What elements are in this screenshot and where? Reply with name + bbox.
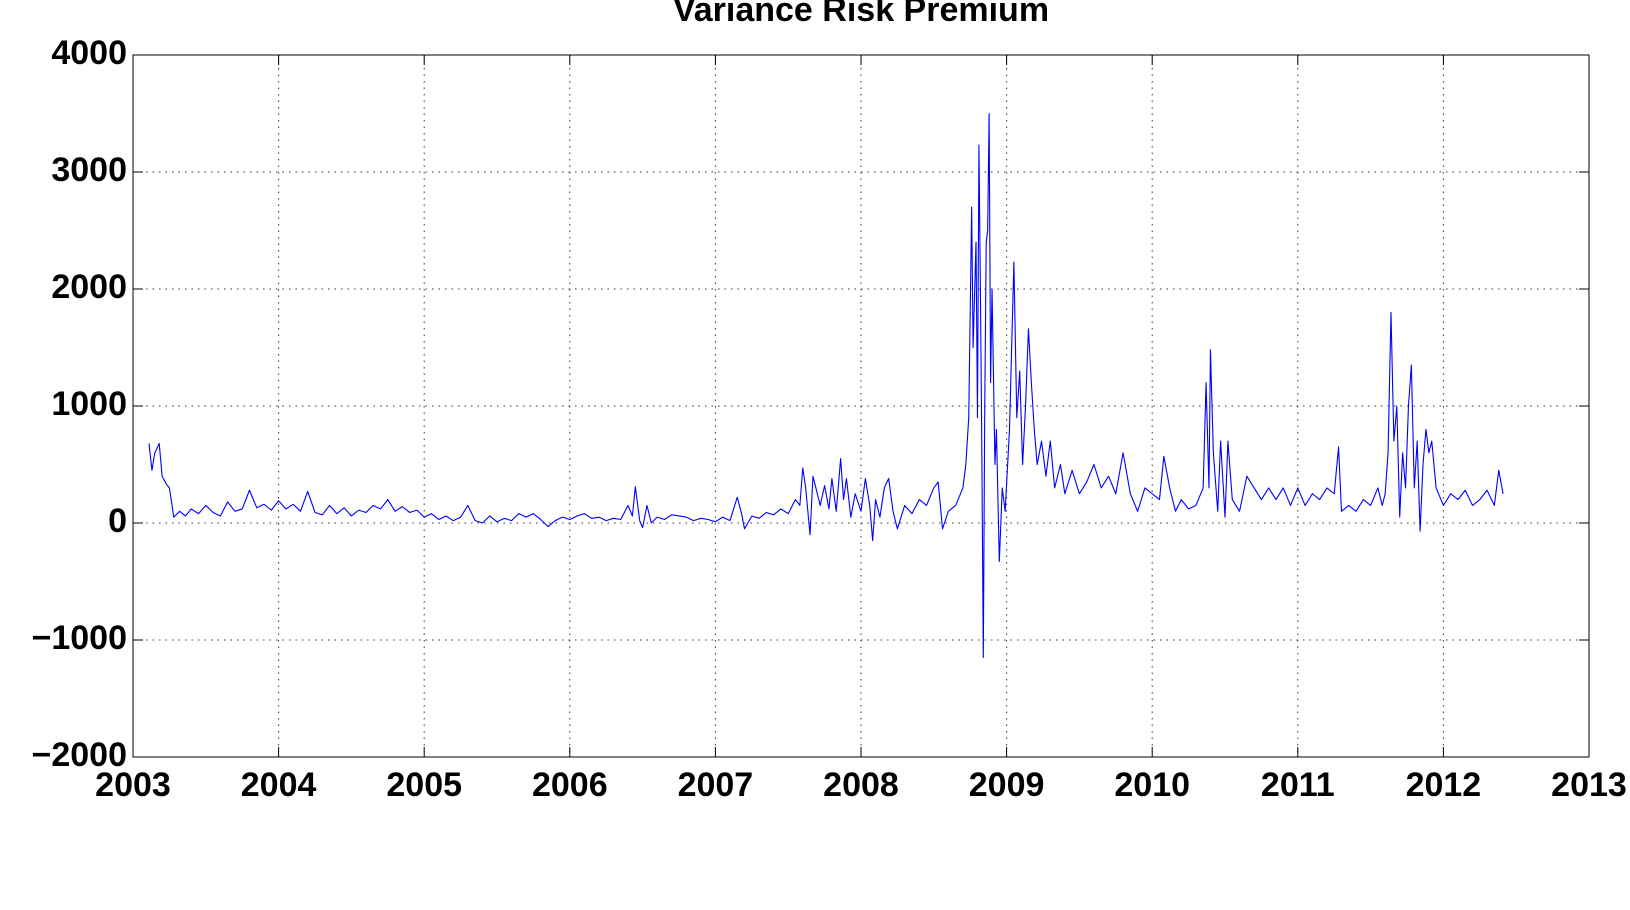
y-tick-label: 1000: [51, 385, 127, 423]
x-tick-label: 2006: [532, 766, 608, 804]
y-tick-label: −1000: [32, 619, 128, 657]
y-tick-label: 0: [108, 502, 127, 540]
x-tick-label: 2004: [241, 766, 317, 804]
plot-frame: [132, 54, 1590, 758]
chart-title: Variance Risk Premium: [673, 0, 1049, 29]
y-tick-label: 4000: [51, 34, 127, 72]
x-tick-label: 2011: [1261, 766, 1335, 804]
series-line: [148, 112, 1504, 659]
x-tick-label: 2009: [969, 766, 1045, 804]
x-tick-label: 2012: [1406, 766, 1482, 804]
y-tick-label: 3000: [51, 151, 127, 189]
x-tick-label: 2010: [1114, 766, 1190, 804]
y-tick-label: 2000: [51, 268, 127, 306]
x-tick-label: 2007: [678, 766, 754, 804]
x-tick-label: 2013: [1551, 766, 1627, 804]
y-tick-label: −2000: [32, 736, 128, 774]
x-tick-label: 2005: [386, 766, 462, 804]
x-tick-label: 2008: [823, 766, 899, 804]
x-tick-label: 2003: [95, 766, 171, 804]
